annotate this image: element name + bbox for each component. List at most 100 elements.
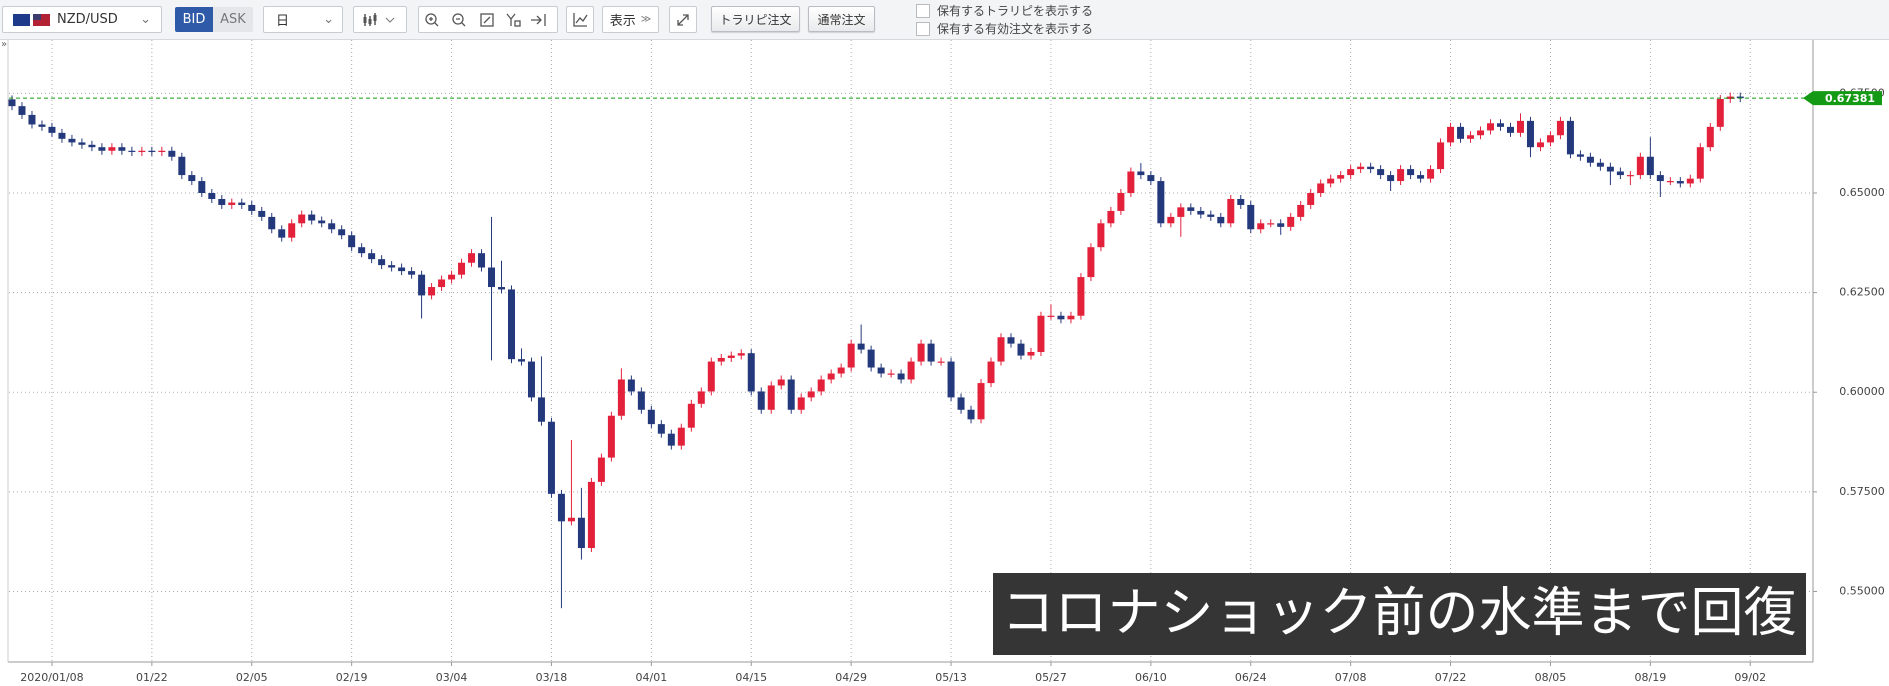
candle-body <box>138 150 146 152</box>
candle-body <box>1097 223 1105 248</box>
x-tick-label: 07/22 <box>1435 671 1467 684</box>
candle-body <box>68 138 76 143</box>
candle-body <box>867 349 875 368</box>
candle-body <box>258 210 266 217</box>
candle-body <box>98 147 106 151</box>
candle-body <box>1247 204 1255 230</box>
candle-body <box>1017 343 1025 356</box>
candle-body <box>1127 171 1135 194</box>
checkbox[interactable] <box>916 22 930 36</box>
candle-body <box>1137 171 1145 176</box>
display-select[interactable]: 表示 ≫ <box>602 6 659 33</box>
candle-body <box>1207 214 1215 217</box>
candle-body <box>547 421 555 494</box>
x-tick-label: 08/05 <box>1535 671 1567 684</box>
flags <box>13 13 50 26</box>
last-price-tag <box>1803 91 1882 106</box>
candle-body <box>917 343 925 362</box>
candle-body <box>807 391 815 398</box>
x-tick-label: 04/29 <box>835 671 867 684</box>
candle-body <box>627 379 635 392</box>
candle-body <box>1516 120 1524 133</box>
indicator-button[interactable] <box>566 6 594 33</box>
sidebar-toggle[interactable]: » <box>1 40 7 50</box>
candle-body <box>1447 126 1455 143</box>
candle-body <box>118 147 126 151</box>
candle-body <box>617 379 625 416</box>
x-tick-label: 02/19 <box>336 671 368 684</box>
candle-body <box>28 114 36 125</box>
candle-body <box>218 198 226 205</box>
candle-body <box>1636 156 1644 176</box>
candle-body <box>1237 198 1245 205</box>
candle-body <box>957 397 965 410</box>
candle-body <box>1556 120 1564 136</box>
timeframe: 日 <box>276 14 290 29</box>
symbol: NZD/USD <box>57 12 118 27</box>
candle-body <box>1417 175 1425 179</box>
candle-body <box>1347 169 1355 176</box>
candle-body <box>1646 156 1654 176</box>
candle-body <box>358 247 366 254</box>
candle-body <box>288 223 296 238</box>
zoom-tools[interactable] <box>418 6 558 33</box>
trarepi-order-button[interactable]: トラリピ注文 <box>711 6 800 32</box>
candle-body <box>1467 135 1475 139</box>
y-tick-label: 0.60000 <box>1839 385 1885 398</box>
candle-body <box>947 361 955 398</box>
candle-body <box>398 267 406 272</box>
candles <box>8 92 1744 609</box>
candle-body <box>1566 120 1574 155</box>
candle-icon <box>363 12 395 26</box>
chart-type-select[interactable] <box>353 6 407 33</box>
candle-body <box>48 126 56 133</box>
candle-body <box>1407 169 1415 176</box>
y-tick-label: 0.65000 <box>1839 186 1885 199</box>
fullscreen-button[interactable] <box>669 6 697 33</box>
candle-body <box>1067 315 1075 320</box>
timeframe-select[interactable]: 日 ⌄ <box>263 6 343 33</box>
candle-body <box>1327 178 1335 184</box>
candle-body <box>1037 315 1045 352</box>
candle-body <box>1506 126 1514 133</box>
symbol-select[interactable]: NZD/USD ⌄ <box>2 6 162 33</box>
candle-body <box>1427 169 1435 179</box>
candle-body <box>1576 154 1584 157</box>
candle-body <box>1317 183 1325 194</box>
candle-body <box>737 353 745 356</box>
candle-body <box>88 144 96 148</box>
candle-body <box>1287 216 1295 227</box>
candle-body <box>907 361 915 380</box>
candle-body <box>1706 126 1714 148</box>
bid-button[interactable]: BID <box>175 7 213 32</box>
candle-body <box>458 262 466 275</box>
candle-body <box>767 385 775 410</box>
candle-body <box>927 343 935 362</box>
candle-body <box>997 337 1005 362</box>
x-tick-label: 01/22 <box>136 671 168 684</box>
normal-order-button[interactable]: 通常注文 <box>808 6 875 32</box>
candle-body <box>1726 96 1734 99</box>
ask-button[interactable]: ASK <box>213 7 253 32</box>
candle-body <box>468 253 476 263</box>
candle-body <box>178 156 186 176</box>
candle-body <box>827 373 835 380</box>
candle-body <box>58 132 66 139</box>
candle-body <box>657 424 665 434</box>
x-tick-label: 04/01 <box>636 671 668 684</box>
candle-body <box>937 361 945 363</box>
candle-body <box>637 391 645 410</box>
checkbox[interactable] <box>916 4 930 18</box>
candle-body <box>1536 142 1544 148</box>
candle-body <box>687 403 695 428</box>
candle-body <box>438 279 446 288</box>
candle-body <box>248 204 256 211</box>
candle-body <box>378 259 386 266</box>
candle-body <box>1696 147 1704 179</box>
candle-body <box>18 106 26 115</box>
display: 表示 <box>609 14 636 29</box>
candle-body <box>587 481 595 549</box>
candle-body <box>448 274 456 280</box>
candle-body <box>1616 171 1624 176</box>
